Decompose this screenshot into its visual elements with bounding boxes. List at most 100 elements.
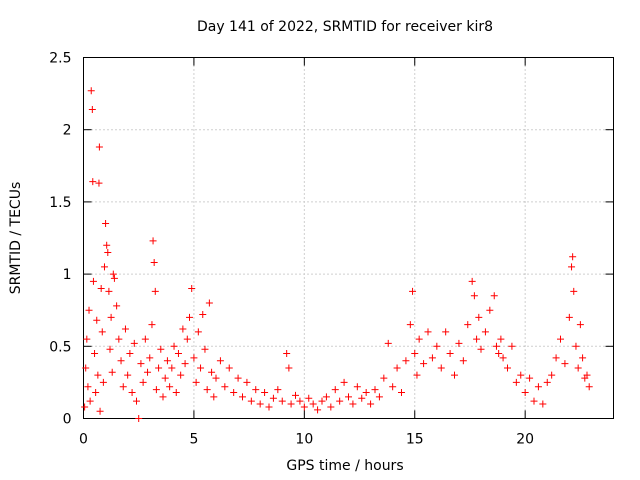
data-point <box>300 403 308 411</box>
data-point <box>210 393 218 401</box>
data-point <box>470 292 478 300</box>
data-point <box>166 383 174 391</box>
y-axis-label: SRMTID / TECUs <box>8 182 24 295</box>
data-point <box>141 335 149 343</box>
data-point <box>137 360 145 368</box>
data-point <box>569 253 577 261</box>
data-point <box>105 287 113 295</box>
data-point <box>371 386 379 394</box>
data-point <box>526 374 534 382</box>
data-point <box>583 371 591 379</box>
data-point <box>104 248 112 256</box>
y-tick-label: 1.5 <box>49 195 71 211</box>
data-point <box>433 342 441 350</box>
data-point <box>151 287 159 295</box>
data-point <box>539 400 547 408</box>
data-point <box>561 360 569 368</box>
data-point <box>420 360 428 368</box>
data-point <box>205 299 213 307</box>
data-point <box>83 335 91 343</box>
data-point <box>384 339 392 347</box>
data-point <box>287 400 295 408</box>
data-point <box>92 389 100 397</box>
data-point <box>331 386 339 394</box>
y-tick-label: 0.5 <box>49 339 71 355</box>
data-point <box>107 313 115 321</box>
data-point <box>398 389 405 397</box>
data-point <box>201 345 209 353</box>
data-point <box>179 325 187 333</box>
data-point <box>486 306 494 314</box>
data-point <box>411 350 419 358</box>
y-tick-label: 2.5 <box>49 51 71 67</box>
data-point <box>552 354 560 362</box>
data-point <box>252 386 260 394</box>
data-point <box>504 364 511 372</box>
data-point <box>459 357 467 365</box>
data-point <box>135 415 143 422</box>
data-point <box>517 371 525 379</box>
data-point <box>464 321 472 329</box>
data-point <box>109 270 117 278</box>
data-point <box>177 371 185 379</box>
data-point <box>102 220 110 228</box>
data-point <box>336 397 344 405</box>
data-point <box>413 371 421 379</box>
data-point <box>314 406 322 414</box>
data-point <box>234 374 242 382</box>
data-point <box>499 354 507 362</box>
data-point <box>278 397 286 405</box>
chart-title: Day 141 of 2022, SRMTID for receiver kir… <box>197 19 493 35</box>
data-point <box>95 179 103 187</box>
x-tick-label: 5 <box>189 432 198 448</box>
data-point <box>106 345 114 353</box>
data-point <box>437 364 445 372</box>
data-point <box>133 397 140 405</box>
data-point <box>451 371 458 379</box>
data-point <box>95 143 103 151</box>
data-point <box>208 368 216 376</box>
data-point <box>150 259 158 267</box>
data-point <box>96 407 104 415</box>
x-tick-label: 10 <box>295 432 313 448</box>
data-point <box>117 357 125 365</box>
data-point <box>358 394 366 402</box>
data-point <box>283 350 291 358</box>
data-point <box>424 328 432 336</box>
data-point <box>163 357 171 365</box>
data-point <box>197 364 205 372</box>
data-point <box>497 335 505 343</box>
data-point <box>126 350 134 358</box>
data-point <box>345 393 352 401</box>
data-point <box>89 178 97 186</box>
data-point <box>309 400 317 408</box>
y-tick-label: 0 <box>63 412 72 428</box>
data-point <box>490 292 498 300</box>
data-point <box>265 403 273 411</box>
data-point <box>190 354 198 362</box>
data-point <box>212 374 220 382</box>
data-point <box>292 391 299 399</box>
data-point <box>82 364 90 372</box>
data-point <box>155 364 163 372</box>
data-point <box>203 386 211 394</box>
data-point <box>579 354 587 362</box>
data-point <box>367 400 375 408</box>
data-point <box>473 335 481 343</box>
data-points <box>81 87 593 422</box>
data-point <box>152 386 160 394</box>
data-point <box>296 397 304 405</box>
data-point <box>353 383 361 391</box>
data-point <box>428 354 436 362</box>
data-point <box>88 105 96 113</box>
data-point <box>521 389 529 397</box>
data-point <box>572 342 580 350</box>
data-point <box>98 328 106 336</box>
y-tick-label: 1 <box>63 267 72 283</box>
data-point <box>230 389 238 397</box>
data-point <box>89 277 97 285</box>
data-point <box>305 394 313 402</box>
data-point <box>172 389 180 397</box>
data-point <box>194 328 202 336</box>
data-point <box>570 287 578 295</box>
